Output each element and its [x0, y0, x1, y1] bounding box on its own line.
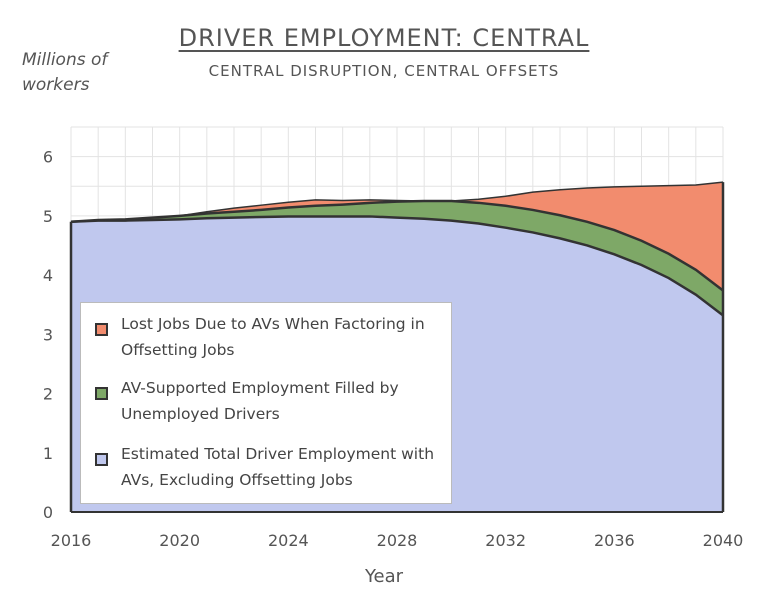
x-tick-label: 2020	[159, 531, 200, 550]
legend-swatch-av-supported	[95, 387, 108, 400]
y-tick-label: 4	[43, 266, 53, 285]
legend-label-av-supported: AV-Supported Employment Filled by Unempl…	[121, 379, 399, 423]
legend-swatch-lost-jobs	[95, 323, 108, 336]
y-axis-label: Millions of workers	[22, 50, 108, 95]
x-tick-label: 2032	[485, 531, 526, 550]
legend-label-lost-jobs: Lost Jobs Due to AVs When Factoring in O…	[121, 315, 425, 359]
y-tick-label: 6	[43, 148, 53, 167]
y-tick-label: 1	[43, 444, 53, 463]
x-tick-label: 2040	[703, 531, 744, 550]
series-line-3	[70, 181, 724, 223]
area-series-3	[71, 182, 723, 291]
x-axis-label: Year	[364, 566, 404, 587]
x-tick-label: 2028	[377, 531, 418, 550]
y-tick-label: 3	[43, 325, 53, 344]
x-tick-label: 2016	[51, 531, 92, 550]
y-tick-label: 0	[43, 503, 53, 522]
y-tick-label: 5	[43, 207, 53, 226]
chart-subtitle: CENTRAL DISRUPTION, CENTRAL OFFSETS	[208, 62, 560, 80]
area-series-2	[71, 201, 723, 316]
series-line-1	[70, 215, 724, 317]
chart-title: DRIVER EMPLOYMENT: CENTRAL	[178, 24, 590, 52]
legend-swatch-total-employment	[95, 453, 108, 466]
legend: Lost Jobs Due to AVs When Factoring in O…	[80, 302, 452, 504]
legend-label-total-employment: Estimated Total Driver Employment with A…	[121, 445, 435, 489]
tick-labels: 2016 2020 2024 2028 2032 2036 2040 0 1 2 3 4 5 6	[43, 148, 744, 550]
y-tick-label: 2	[43, 385, 53, 404]
x-tick-label: 2036	[594, 531, 635, 550]
x-tick-label: 2024	[268, 531, 309, 550]
